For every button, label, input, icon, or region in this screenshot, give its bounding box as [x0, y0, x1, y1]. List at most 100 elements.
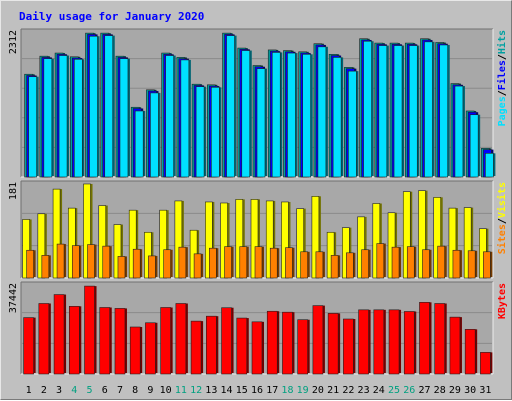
- bar-pages-day-31: [485, 153, 494, 178]
- bar-visits-day-13: [205, 201, 213, 279]
- bar-sites-day-10: [163, 249, 171, 279]
- bar-pages-day-16: [256, 68, 266, 178]
- x-tick-label: 16: [251, 385, 263, 396]
- bar-visits-day-23: [357, 216, 365, 279]
- bar-kbytes-day-4: [68, 306, 80, 375]
- bar-visits-day-7: [113, 224, 122, 279]
- bar-pages-day-27: [424, 41, 433, 178]
- bar-kbytes-day-31: [480, 352, 491, 375]
- panel-visits_sites-legend: Sites/Visits: [496, 182, 508, 254]
- x-tick-label: 2: [41, 385, 47, 396]
- x-tick-label: 23: [358, 385, 370, 396]
- bar-sites-day-5: [87, 244, 95, 279]
- bar-pages-day-15: [241, 50, 251, 178]
- bar-visits-day-11: [174, 200, 183, 279]
- bar-pages-day-1: [28, 76, 37, 178]
- bar-kbytes-day-3: [53, 294, 65, 375]
- bar-visits-day-1: [22, 219, 30, 279]
- bar-sites-day-23: [361, 249, 369, 279]
- bar-sites-day-15: [239, 246, 248, 279]
- bar-kbytes-day-19: [297, 319, 308, 375]
- bar-sites-day-30: [467, 250, 476, 279]
- bar-sites-day-14: [224, 246, 232, 279]
- bar-kbytes-day-21: [327, 313, 339, 375]
- bar-pages-day-7: [119, 58, 129, 178]
- bar-kbytes-day-24: [373, 309, 385, 375]
- bar-kbytes-day-17: [266, 310, 278, 375]
- bar-pages-day-11: [180, 59, 190, 178]
- bar-pages-day-3: [58, 55, 68, 178]
- x-tick-label: 31: [479, 385, 491, 396]
- x-tick-label: 29: [449, 385, 461, 396]
- bar-pages-day-9: [150, 92, 159, 178]
- legend-entry: /: [497, 54, 508, 60]
- x-tick-label: 17: [266, 385, 278, 396]
- bar-kbytes-day-8: [129, 326, 141, 375]
- x-tick-label: 15: [236, 385, 248, 396]
- bar-kbytes-day-18: [282, 311, 293, 375]
- bar-visits-day-20: [311, 196, 320, 279]
- bar-kbytes-day-29: [449, 316, 461, 375]
- bar-pages-day-4: [73, 58, 83, 178]
- bar-sites-day-3: [56, 243, 65, 279]
- x-tick-label: 30: [464, 385, 476, 396]
- bar-kbytes-day-16: [251, 321, 263, 375]
- bar-visits-day-15: [235, 199, 244, 279]
- bar-kbytes-day-26: [403, 311, 415, 375]
- bar-sites-day-12: [193, 253, 202, 279]
- x-tick-label: 9: [147, 385, 153, 396]
- bar-pages-day-21: [332, 57, 342, 178]
- bar-visits-day-19: [296, 208, 304, 279]
- bar-kbytes-day-12: [190, 320, 202, 375]
- bar-kbytes-day-30: [464, 329, 476, 375]
- x-tick-label: 13: [205, 385, 217, 396]
- bar-visits-day-18: [281, 201, 289, 279]
- legend-entry: /: [497, 218, 508, 224]
- x-tick-label: 7: [117, 385, 123, 396]
- panel-kbytes-max-label: 37442: [8, 283, 19, 313]
- bar-pages-day-18: [287, 52, 296, 178]
- bar-sites-day-20: [315, 251, 324, 279]
- x-tick-label: 10: [160, 385, 172, 396]
- bar-pages-day-22: [348, 70, 357, 178]
- bar-pages-day-10: [165, 55, 174, 178]
- legend-entry: Visits: [496, 182, 508, 218]
- bar-visits-day-3: [52, 188, 61, 279]
- bar-kbytes-day-11: [175, 303, 187, 375]
- bar-sites-day-25: [391, 246, 400, 279]
- bar-visits-day-27: [418, 190, 426, 279]
- bar-pages-day-17: [271, 52, 281, 178]
- bar-sites-day-11: [178, 246, 187, 279]
- x-tick-label: 1: [26, 385, 32, 396]
- x-tick-label: 24: [373, 385, 385, 396]
- bar-sites-day-9: [148, 255, 156, 279]
- bar-pages-day-14: [226, 35, 235, 178]
- bar-kbytes-day-23: [358, 309, 369, 375]
- bar-visits-day-5: [83, 183, 91, 279]
- bar-pages-day-24: [378, 45, 388, 178]
- bar-sites-day-16: [254, 246, 263, 279]
- bar-visits-day-8: [128, 209, 137, 279]
- x-tick-label: 27: [418, 385, 430, 396]
- legend-entry: Sites: [496, 224, 508, 254]
- bar-kbytes-day-1: [23, 317, 34, 375]
- bar-kbytes-day-15: [236, 317, 248, 375]
- bar-visits-day-6: [98, 205, 107, 279]
- bar-visits-day-14: [220, 202, 228, 279]
- bar-kbytes-day-7: [114, 308, 126, 375]
- bar-pages-day-13: [211, 87, 220, 178]
- panel-kbytes-legend: KBytes: [497, 283, 508, 319]
- bar-sites-day-28: [437, 245, 446, 279]
- x-tick-label: 11: [175, 385, 187, 396]
- bar-visits-day-10: [159, 209, 167, 279]
- bar-kbytes-day-27: [419, 302, 430, 375]
- bar-sites-day-29: [452, 249, 461, 279]
- bar-kbytes-day-28: [434, 303, 446, 375]
- bar-sites-day-2: [41, 255, 50, 279]
- bar-pages-day-23: [363, 40, 372, 178]
- bar-sites-day-13: [209, 247, 217, 279]
- x-tick-label: 21: [327, 385, 339, 396]
- x-tick-label: 3: [56, 385, 62, 396]
- bar-sites-day-1: [26, 249, 34, 279]
- bar-pages-day-26: [408, 45, 418, 178]
